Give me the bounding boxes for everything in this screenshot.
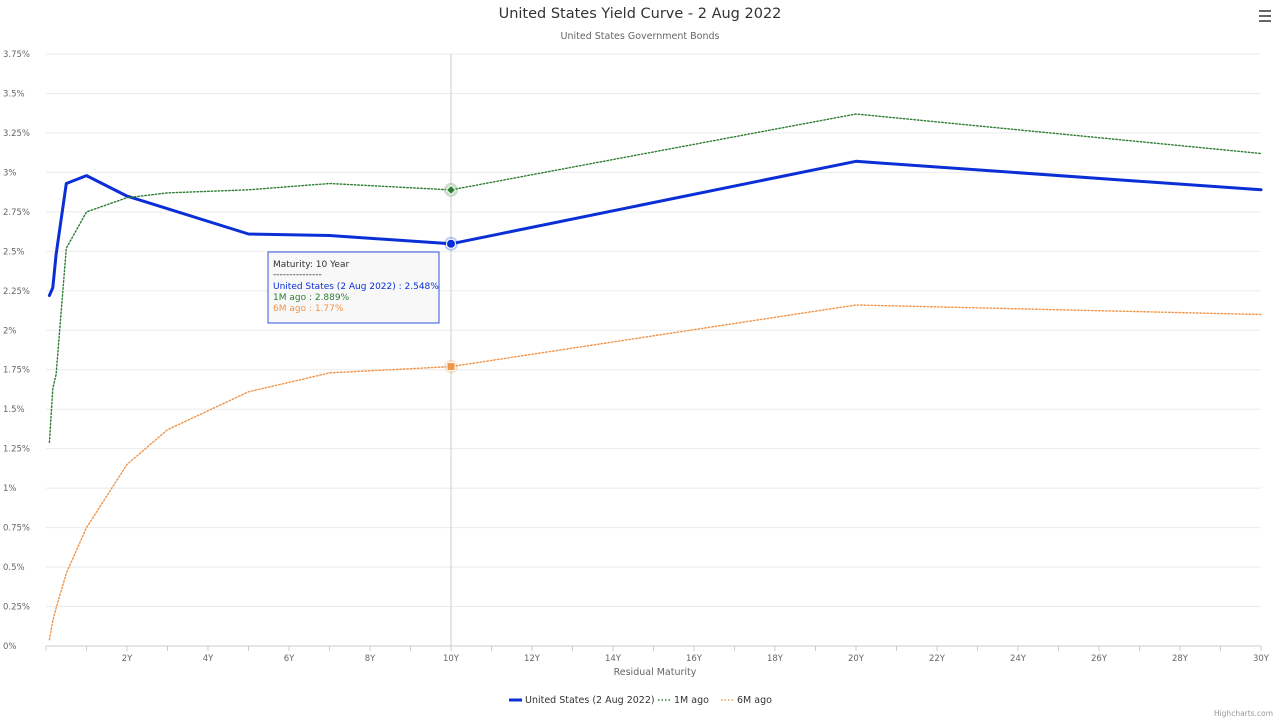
legend-item-us[interactable]: United States (2 Aug 2022) [509,695,655,706]
legend-label: United States (2 Aug 2022) [525,695,655,706]
tooltip-separator: --------------- [273,270,322,280]
chart-title: United States Yield Curve - 2 Aug 2022 [499,6,782,22]
y-tick-label: 0% [3,642,17,652]
x-tick-label: 22Y [929,654,946,664]
series-us-line [47,159,1263,297]
legend-label: 1M ago [674,695,709,706]
y-tick-label: 2.75% [3,208,30,218]
y-tick-label: 0.75% [3,524,30,534]
x-tick-label: 12Y [524,654,541,664]
hover-marker-circle [446,238,456,249]
y-tick-label: 3.75% [3,50,30,60]
tooltip-header: Maturity: 10 Year [273,260,349,270]
tooltip-line-1m: 1M ago : 2.889% [273,293,350,303]
y-tick-label: 3% [3,168,17,178]
y-tick-label: 1.25% [3,445,30,455]
x-tick-label: 2Y [122,654,133,664]
legend-item-6m-ago[interactable]: 6M ago [721,695,772,706]
y-tick-label: 2.5% [3,247,25,257]
legend-label: 6M ago [737,695,772,706]
x-tick-label: 10Y [443,654,460,664]
tooltip-line-6m: 6M ago : 1.77% [273,304,344,314]
menu-button[interactable] [1253,6,1277,26]
x-axis-title: Residual Maturity [614,667,697,678]
hover-marker-square [446,362,456,372]
x-tick-label: 8Y [365,654,376,664]
x-tick-label: 24Y [1010,654,1027,664]
y-tick-label: 1% [3,484,17,494]
chart-subtitle: United States Government Bonds [561,31,720,42]
x-tick-label: 14Y [605,654,622,664]
x-tick-label: 4Y [203,654,214,664]
x-axis: 2Y 4Y 6Y 8Y 10Y 12Y 14Y 16Y 18Y 20Y 22Y 24Y 26Y 28Y 30… [45,645,1270,664]
y-tick-label: 2% [3,326,17,336]
y-tick-label: 0.5% [3,563,25,573]
x-tick-label: 30Y [1253,654,1270,664]
tooltip-box [267,251,440,324]
y-tick-label: 0.25% [3,603,30,613]
x-tick-label: 18Y [767,654,784,664]
x-tick-label: 26Y [1091,654,1108,664]
tooltip-line-us: United States (2 Aug 2022) : 2.548% [273,282,439,292]
x-tick-label: 20Y [848,654,865,664]
legend: United States (2 Aug 2022) 1M ago 6M ago [509,695,772,706]
credits-link[interactable]: Highcharts.com [1214,709,1273,718]
hover-markers [444,182,458,374]
plot-series [47,113,1263,641]
y-tick-label: 3.25% [3,129,30,139]
y-axis-labels: 0% 0.25% 0.5% 0.75% 1% 1.25% 1.5% 1.75% 2% 2.25% 2… [3,50,30,652]
y-tick-label: 1.75% [3,366,30,376]
x-tick-label: 6Y [284,654,295,664]
x-tick-label: 28Y [1172,654,1189,664]
y-tick-label: 3.5% [3,89,25,99]
grid-lines [46,53,1261,608]
series-6m-ago-line [48,304,1262,641]
y-tick-label: 2.25% [3,287,30,297]
tooltip: Maturity: 10 Year --------------- United… [267,251,440,324]
x-tick-label: 16Y [686,654,703,664]
legend-item-1m-ago[interactable]: 1M ago [658,695,709,706]
hover-marker-diamond [445,184,457,196]
hamburger-menu-icon [1259,10,1271,22]
series-1m-ago-line [48,113,1262,444]
y-tick-label: 1.5% [3,405,25,415]
